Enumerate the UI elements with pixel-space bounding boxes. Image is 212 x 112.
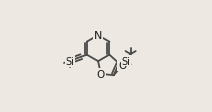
Text: N: N <box>94 31 102 41</box>
Text: O: O <box>118 61 126 71</box>
Text: Si: Si <box>66 56 74 66</box>
Text: O: O <box>97 69 105 79</box>
Text: Si: Si <box>122 56 131 66</box>
